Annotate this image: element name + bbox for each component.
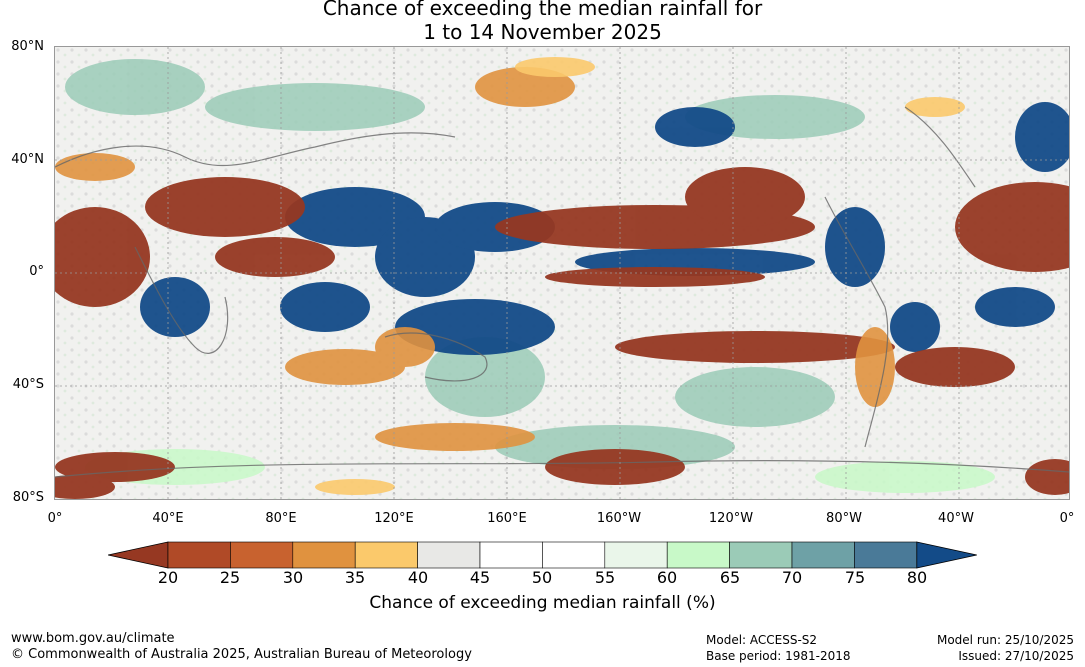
colorbar-cell — [791, 541, 855, 569]
lon-label-40w: 40°W — [938, 511, 974, 526]
colorbar-tick-55: 55 — [594, 568, 616, 587]
footer-model-info: Model: ACCESS-S2 Base period: 1981-2018 — [706, 632, 851, 664]
lon-label-120e: 120°E — [374, 511, 414, 526]
footer-left: www.bom.gov.au/climate © Commonwealth of… — [11, 631, 472, 663]
colorbar-tick-50: 50 — [531, 568, 553, 587]
copyright-text: © Commonwealth of Australia 2025, Austra… — [11, 647, 472, 662]
lon-label-40e: 40°E — [152, 511, 184, 526]
lat-label-80n: 80°N — [11, 39, 44, 54]
model-name: Model: ACCESS-S2 — [706, 633, 818, 647]
colorbar-tick-45: 45 — [469, 568, 491, 587]
colorbar-cell — [417, 541, 481, 569]
colorbar-tick-75: 75 — [844, 568, 866, 587]
lon-label-80w: 80°W — [826, 511, 862, 526]
lon-label-0-left: 0° — [47, 511, 63, 526]
colorbar-cell — [666, 541, 730, 569]
colorbar-cell — [292, 541, 356, 569]
colorbar-tick-35: 35 — [344, 568, 366, 587]
colorbar-tick-65: 65 — [719, 568, 741, 587]
colorbar-title: Chance of exceeding median rainfall (%) — [369, 593, 716, 613]
map-title-line-2: 1 to 14 November 2025 — [423, 20, 662, 44]
lat-label-equator: 0° — [29, 264, 44, 279]
colorbar-cell — [604, 541, 668, 569]
website-link[interactable]: www.bom.gov.au/climate — [11, 631, 175, 646]
colorbar-tick-20: 20 — [157, 568, 179, 587]
rainfall-probability-map — [54, 46, 1070, 500]
lon-label-0-right: 0° — [1059, 511, 1075, 526]
colorbar-tick-30: 30 — [282, 568, 304, 587]
lon-label-160w: 160°W — [596, 511, 642, 526]
lat-label-40s: 40°S — [12, 377, 44, 392]
world-map-icon — [55, 47, 1069, 499]
colorbar-cell — [354, 541, 418, 569]
map-title: Chance of exceeding the median rainfall … — [0, 0, 1085, 44]
colorbar-cell — [230, 541, 294, 569]
colorbar-cell — [479, 541, 543, 569]
colorbar-cell — [542, 541, 606, 569]
colorbar — [108, 541, 977, 569]
lon-label-80e: 80°E — [265, 511, 297, 526]
lat-label-80s: 80°S — [12, 490, 44, 505]
footer-dates: Model run: 25/10/2025 Issued: 27/10/2025 — [937, 632, 1074, 664]
colorbar-tick-40: 40 — [407, 568, 429, 587]
colorbar-arrow-low — [108, 541, 169, 569]
colorbar-tick-70: 70 — [781, 568, 803, 587]
colorbar-tick-60: 60 — [656, 568, 678, 587]
model-run-date: Model run: 25/10/2025 — [936, 633, 1074, 647]
issued-date: Issued: 27/10/2025 — [958, 649, 1074, 663]
colorbar-cell — [167, 541, 231, 569]
colorbar-tick-25: 25 — [219, 568, 241, 587]
base-period: Base period: 1981-2018 — [706, 649, 851, 663]
lon-label-120w: 120°W — [708, 511, 754, 526]
colorbar-tick-80: 80 — [906, 568, 928, 587]
lat-label-40n: 40°N — [11, 152, 44, 167]
colorbar-arrow-high — [916, 541, 977, 569]
colorbar-cell — [854, 541, 918, 569]
colorbar-cell — [729, 541, 793, 569]
map-title-line-1: Chance of exceeding the median rainfall … — [322, 0, 763, 20]
lon-label-160e: 160°E — [487, 511, 527, 526]
